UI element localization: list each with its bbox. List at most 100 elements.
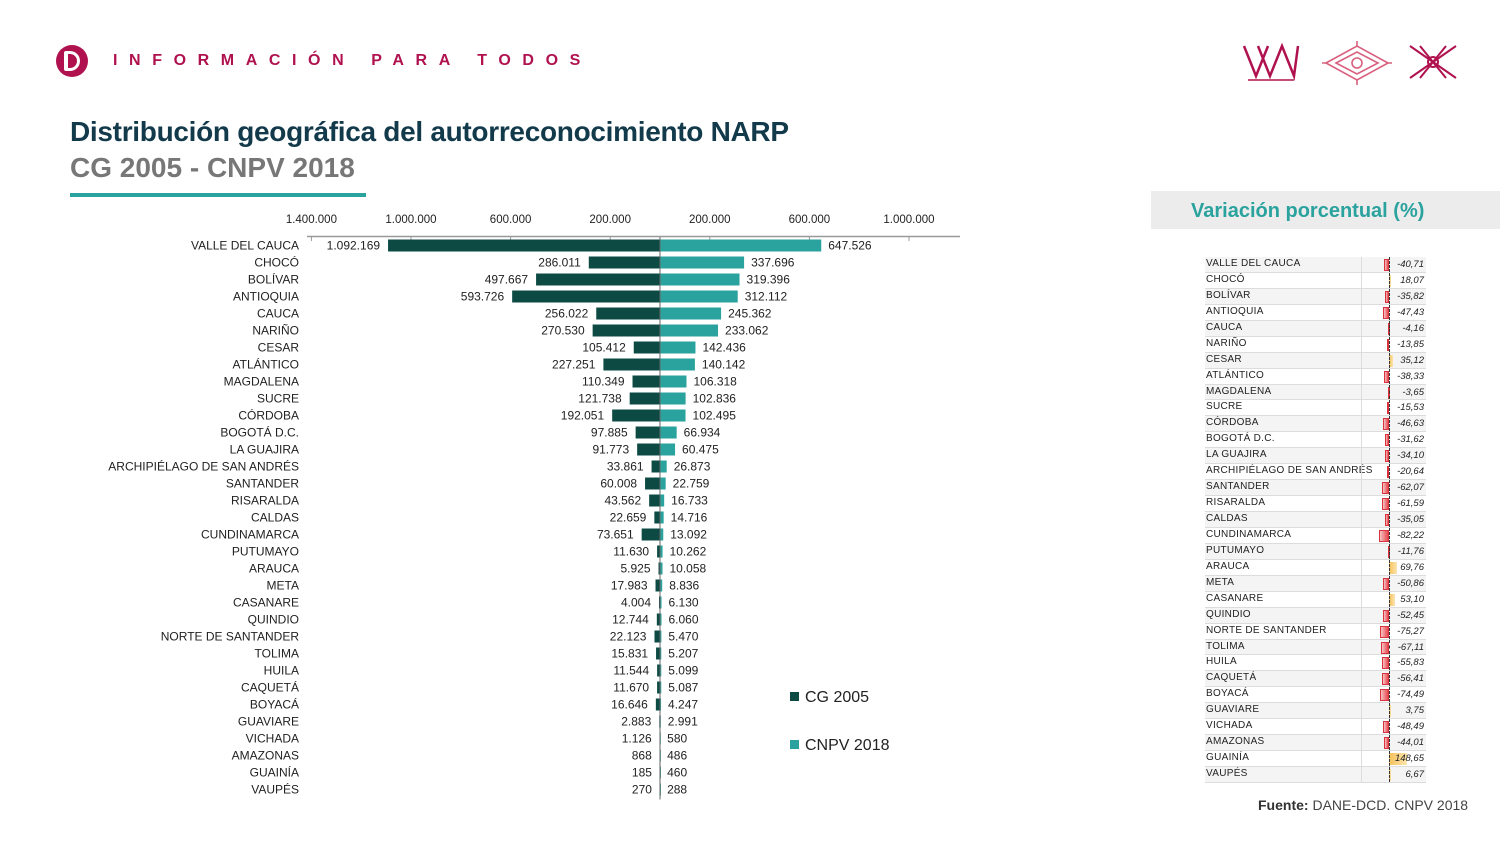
data-label-2018-4: 245.362 (728, 307, 772, 321)
category-label-13: ARCHIPIÉLAGO DE SAN ANDRÉS (108, 459, 299, 474)
data-label-2005-21: 4.004 (621, 596, 651, 610)
variation-row: MAGDALENA -3,65 (1205, 384, 1426, 401)
variation-value: 148,65 (1394, 753, 1424, 765)
variation-value: -35,05 (1397, 514, 1424, 525)
bar-2018-16 (660, 511, 664, 524)
data-label-2018-8: 106.318 (693, 375, 737, 389)
variation-zero-axis (1389, 591, 1390, 607)
bar-2018-5 (660, 324, 719, 337)
data-label-2018-20: 8.836 (669, 579, 699, 593)
variation-bar-negative (1385, 434, 1389, 447)
variation-value: 35,12 (1400, 354, 1424, 366)
category-label-21: CASANARE (233, 596, 299, 610)
category-label-1: CHOCÓ (254, 255, 299, 270)
category-label-7: ATLÁNTICO (233, 357, 299, 372)
variation-row-label: META (1206, 576, 1235, 588)
variation-value: -52,45 (1397, 609, 1424, 621)
bar-2005-8 (632, 375, 660, 388)
data-label-2018-26: 5.087 (668, 681, 698, 695)
data-label-2005-29: 1.126 (622, 732, 652, 746)
variation-value: -40,71 (1397, 259, 1424, 270)
variation-zero-axis (1389, 559, 1390, 575)
variation-bar-negative (1379, 529, 1389, 542)
category-label-3: ANTIOQUIA (233, 290, 299, 304)
data-label-2018-32: 288 (667, 783, 687, 797)
variation-value: 69,76 (1400, 561, 1424, 573)
bar-2005-24 (656, 647, 660, 660)
variation-row-label: CALDAS (1206, 513, 1248, 524)
category-label-23: NORTE DE SANTANDER (161, 630, 300, 644)
variation-value: -55,83 (1397, 657, 1424, 669)
variation-value: 53,10 (1400, 593, 1424, 605)
variation-zero-axis (1389, 703, 1390, 719)
bar-2018-9 (660, 392, 686, 405)
category-label-24: TOLIMA (255, 647, 299, 661)
variation-row-label: AMAZONAS (1206, 736, 1265, 748)
legend-item-2018: CNPV 2018 (790, 737, 890, 755)
bar-2005-6 (633, 341, 660, 354)
variation-bar-negative (1383, 306, 1389, 319)
category-label-30: AMAZONAS (232, 749, 299, 763)
variation-value: -61,59 (1397, 498, 1424, 510)
bar-2018-6 (660, 341, 696, 354)
bar-2005-17 (641, 528, 660, 541)
variation-bar-negative (1384, 259, 1389, 271)
variation-bar-cell: 53,10 (1361, 591, 1426, 607)
data-label-2005-14: 60.008 (600, 477, 637, 491)
bar-2018-21 (660, 596, 662, 609)
bar-2018-2 (660, 273, 740, 286)
x-tick-label-left-3: 200.000 (589, 214, 631, 226)
variation-zero-axis (1389, 496, 1390, 511)
data-label-2005-13: 33.861 (607, 460, 644, 474)
variation-zero-axis (1389, 257, 1390, 272)
decorative-pattern-icon (1242, 42, 1300, 81)
data-label-2005-6: 105.412 (582, 341, 626, 355)
bar-2005-16 (654, 511, 660, 524)
data-label-2018-17: 13.092 (670, 528, 707, 542)
data-label-2018-31: 460 (667, 766, 687, 780)
variation-row: CHOCÓ 18,07 (1205, 272, 1426, 289)
data-label-2018-7: 140.142 (702, 358, 746, 372)
variation-zero-axis (1389, 575, 1390, 591)
data-label-2005-19: 5.925 (620, 562, 650, 576)
category-label-31: GUAINÍA (250, 765, 299, 780)
variation-zero-axis (1389, 352, 1390, 368)
variation-row: PUTUMAYO -11,76 (1205, 543, 1426, 560)
variation-value: -38,33 (1397, 370, 1424, 382)
variation-bar-cell: -31,62 (1361, 432, 1426, 448)
category-label-25: HUILA (264, 664, 299, 678)
data-label-2018-30: 486 (667, 749, 687, 763)
variation-row-label: PUTUMAYO (1206, 544, 1265, 556)
category-label-4: CAUCA (257, 307, 299, 321)
data-label-2005-17: 73.651 (597, 528, 634, 542)
variation-row: SUCRE -15,53 (1205, 400, 1426, 417)
data-label-2018-5: 233.062 (725, 324, 769, 338)
variation-row: ATLÁNTICO -38,33 (1205, 368, 1426, 385)
variation-zero-axis (1389, 416, 1390, 432)
variation-bar-cell: -82,22 (1361, 527, 1426, 543)
data-label-2018-12: 60.475 (682, 443, 719, 457)
data-label-2018-2: 319.396 (747, 273, 791, 287)
bar-2005-7 (603, 358, 660, 371)
variation-value: -34,10 (1397, 450, 1424, 462)
bar-2018-26 (660, 681, 662, 694)
data-label-2005-3: 593.726 (461, 290, 505, 304)
data-label-2018-1: 337.696 (751, 256, 795, 270)
data-label-2018-19: 10.058 (670, 562, 707, 576)
variation-row: GUAVIARE 3,75 (1205, 703, 1426, 720)
variation-row-label: MAGDALENA (1206, 385, 1272, 397)
data-label-2018-29: 580 (667, 732, 687, 746)
dane-logo (56, 45, 88, 77)
data-label-2005-11: 97.885 (591, 426, 628, 440)
variation-row-label: CAQUETÁ (1206, 672, 1257, 684)
variation-zero-axis (1389, 512, 1390, 527)
variation-row: CALDAS -35,05 (1205, 512, 1426, 528)
variation-bar-cell: -15,53 (1361, 400, 1426, 416)
data-label-2018-11: 66.934 (684, 426, 721, 440)
variation-row-label: CUNDINAMARCA (1206, 528, 1292, 540)
bar-2005-3 (512, 290, 660, 303)
data-label-2018-13: 26.873 (674, 460, 711, 474)
bar-2018-11 (660, 426, 677, 439)
variation-row-label: CÓRDOBA (1206, 417, 1259, 429)
variation-bar-cell: -40,71 (1361, 257, 1426, 272)
